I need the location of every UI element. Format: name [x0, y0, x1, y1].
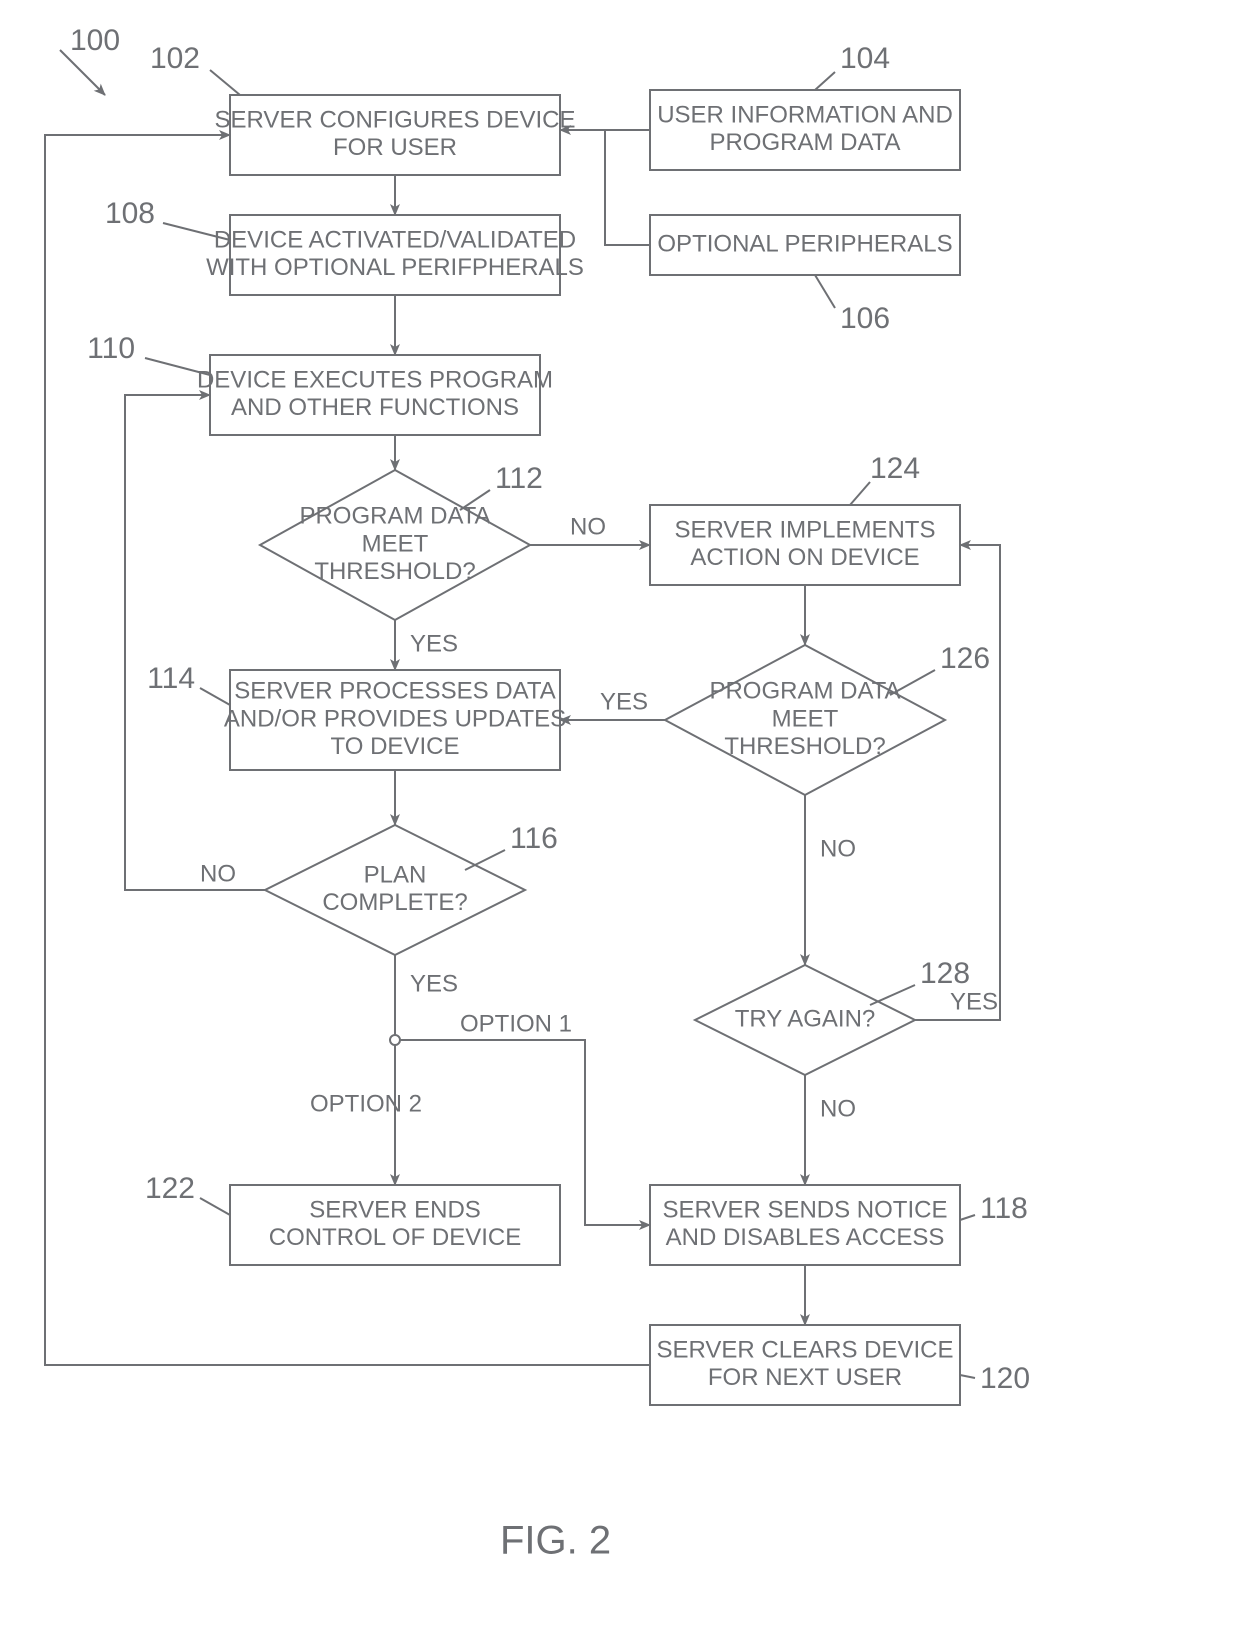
edge-label: YES	[600, 688, 648, 715]
nodes-layer: SERVER CONFIGURES DEVICEFOR USER USER INF…	[197, 90, 960, 1405]
node-text: AND OTHER FUNCTIONS	[231, 394, 519, 421]
ref-100: 100	[70, 24, 120, 57]
flow-edge	[915, 545, 1000, 1020]
edge-label: NO	[820, 835, 856, 862]
node-text: FOR NEXT USER	[708, 1364, 902, 1391]
node-112: PROGRAM DATAMEETTHRESHOLD?	[260, 470, 530, 620]
ref-120: 120	[980, 1362, 1030, 1395]
ref-122: 122	[145, 1172, 195, 1205]
ref-114: 114	[147, 662, 195, 695]
flowchart-figure: YESNONOYESOPTION 1YESNOYESNOOPTION 2SERV…	[0, 0, 1240, 1628]
edge-label: YES	[950, 988, 998, 1015]
node-text: MEET	[362, 530, 429, 557]
node-104: USER INFORMATION ANDPROGRAM DATA	[650, 90, 960, 170]
ref-106: 106	[840, 302, 890, 335]
ref-116: 116	[510, 822, 558, 855]
node-text: AND/OR PROVIDES UPDATES	[224, 705, 566, 732]
edge-label: YES	[410, 970, 458, 997]
node-text: WITH OPTIONAL PERIFPHERALS	[206, 254, 584, 281]
node-text: SERVER CONFIGURES DEVICE	[215, 107, 576, 134]
node-text: ACTION ON DEVICE	[690, 544, 919, 571]
node-text: THRESHOLD?	[724, 733, 885, 760]
edge-label: OPTION 2	[310, 1090, 422, 1117]
node-text: PROGRAM DATA	[709, 678, 900, 705]
node-110: DEVICE EXECUTES PROGRAMAND OTHER FUNCTIO…	[197, 355, 553, 435]
ref-leader	[200, 688, 230, 705]
node-text: USER INFORMATION AND	[657, 102, 953, 129]
ref-leader	[960, 1375, 975, 1378]
node-text: PROGRAM DATA	[709, 129, 900, 156]
ref-102: 102	[150, 42, 200, 75]
ref-leader	[815, 275, 835, 308]
junction-dot	[390, 1035, 400, 1045]
node-text: OPTIONAL PERIPHERALS	[657, 230, 952, 257]
node-128: TRY AGAIN?	[695, 965, 915, 1075]
node-122: SERVER ENDSCONTROL OF DEVICE	[230, 1185, 560, 1265]
ref-126: 126	[940, 642, 990, 675]
ref-leader	[210, 70, 240, 95]
node-text: SERVER CLEARS DEVICE	[657, 1337, 954, 1364]
node-106: OPTIONAL PERIPHERALS	[650, 215, 960, 275]
node-text: SERVER IMPLEMENTS	[675, 517, 936, 544]
node-114: SERVER PROCESSES DATAAND/OR PROVIDES UPD…	[224, 670, 566, 770]
ref-leader	[960, 1215, 975, 1220]
edge-label: NO	[570, 513, 606, 540]
node-text: DEVICE EXECUTES PROGRAM	[197, 367, 553, 394]
node-text: THRESHOLD?	[314, 558, 475, 585]
node-text: SERVER SENDS NOTICE	[663, 1197, 948, 1224]
node-text: AND DISABLES ACCESS	[666, 1224, 945, 1251]
edge-label: NO	[200, 860, 236, 887]
ref-leader	[870, 985, 915, 1005]
node-text: CONTROL OF DEVICE	[269, 1224, 521, 1251]
ref-110: 110	[87, 332, 135, 365]
node-text: COMPLETE?	[322, 889, 467, 916]
ref-leader	[465, 850, 505, 870]
ref-leader	[815, 72, 835, 90]
node-text: PROGRAM DATA	[299, 503, 490, 530]
ref-112: 112	[495, 462, 543, 495]
node-text: SERVER PROCESSES DATA	[234, 678, 555, 705]
ref-124: 124	[870, 452, 920, 485]
edge-label: NO	[820, 1095, 856, 1122]
edge-label: YES	[410, 630, 458, 657]
node-text: MEET	[772, 705, 839, 732]
ref-108: 108	[105, 197, 155, 230]
edge-label: OPTION 1	[460, 1010, 572, 1037]
node-120: SERVER CLEARS DEVICEFOR NEXT USER	[650, 1325, 960, 1405]
ref-leader	[850, 482, 870, 505]
node-126: PROGRAM DATAMEETTHRESHOLD?	[665, 645, 945, 795]
flow-edge	[125, 395, 265, 890]
node-102: SERVER CONFIGURES DEVICEFOR USER	[215, 95, 576, 175]
figure-caption: FIG. 2	[500, 1519, 611, 1563]
ref-118: 118	[980, 1192, 1028, 1225]
flow-edge	[605, 130, 650, 245]
ref-128: 128	[920, 957, 970, 990]
node-text: SERVER ENDS	[309, 1197, 481, 1224]
node-text: FOR USER	[333, 134, 457, 161]
ref-leader	[200, 1198, 230, 1215]
node-text: PLAN	[364, 862, 427, 889]
node-118: SERVER SENDS NOTICEAND DISABLES ACCESS	[650, 1185, 960, 1265]
node-124: SERVER IMPLEMENTSACTION ON DEVICE	[650, 505, 960, 585]
node-text: TRY AGAIN?	[735, 1005, 876, 1032]
ref-104: 104	[840, 42, 890, 75]
node-text: TO DEVICE	[331, 733, 460, 760]
node-108: DEVICE ACTIVATED/VALIDATEDWITH OPTIONAL …	[206, 215, 584, 295]
node-116: PLANCOMPLETE?	[265, 825, 525, 955]
node-text: DEVICE ACTIVATED/VALIDATED	[214, 227, 576, 254]
